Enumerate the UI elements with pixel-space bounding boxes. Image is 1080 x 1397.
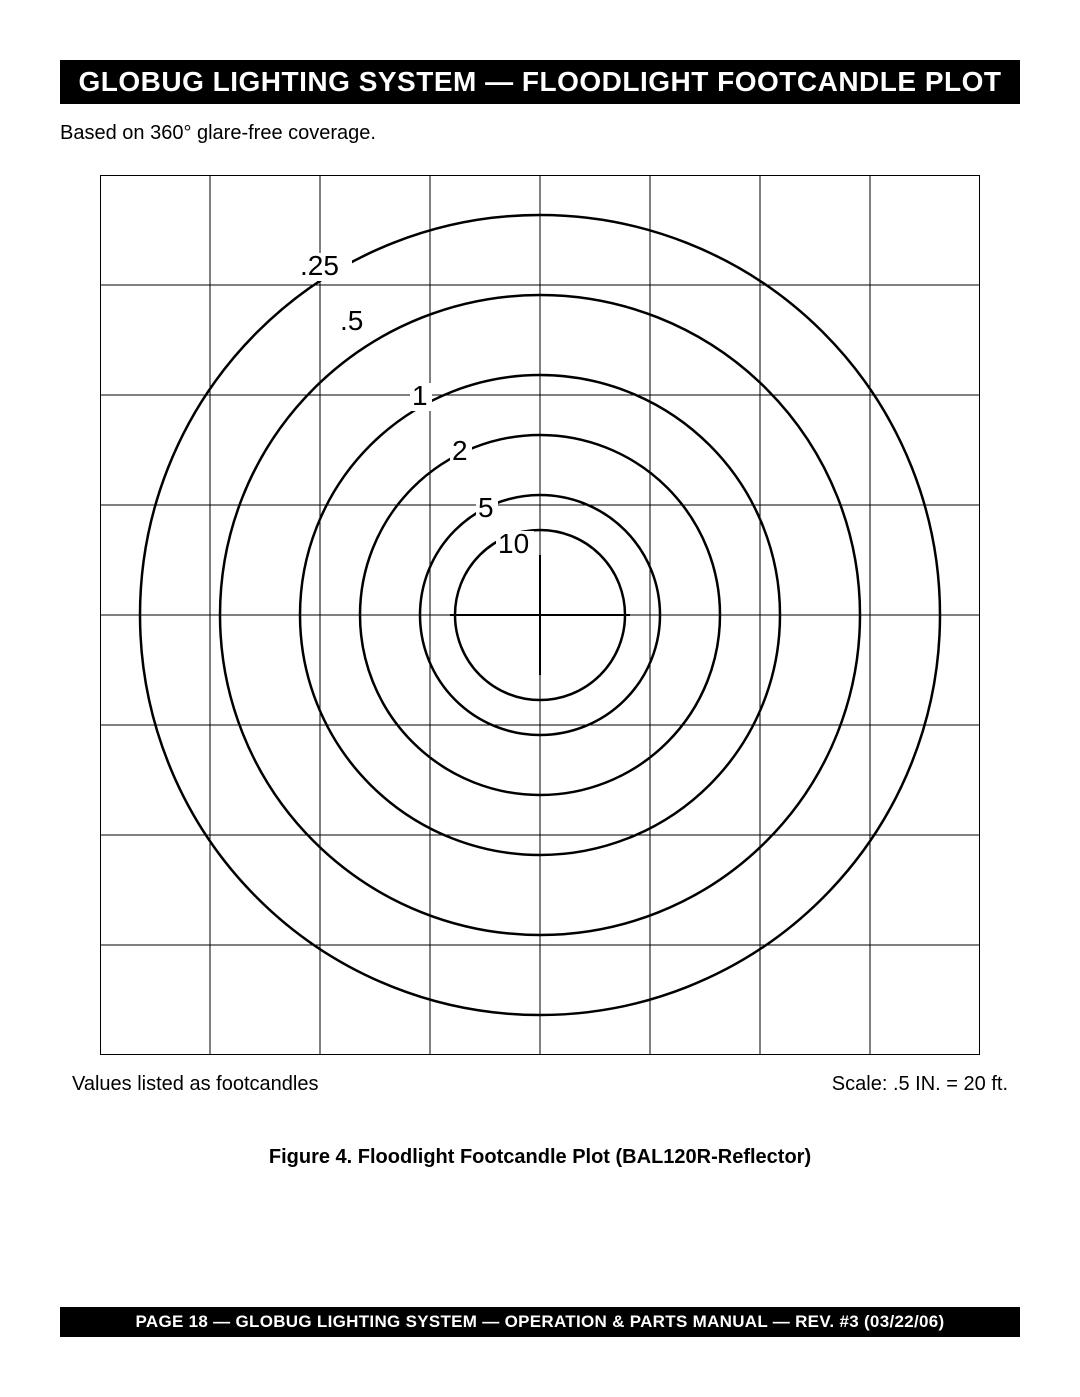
page-content: GLOBUG LIGHTING SYSTEM — FLOODLIGHT FOOT… — [0, 0, 1080, 1169]
svg-text:5: 5 — [478, 492, 494, 523]
page-footer-bar: PAGE 18 — GLOBUG LIGHTING SYSTEM — OPERA… — [60, 1307, 1020, 1337]
page-title: GLOBUG LIGHTING SYSTEM — FLOODLIGHT FOOT… — [78, 66, 1001, 97]
caption-scale: Scale: .5 IN. = 20 ft. — [832, 1073, 1008, 1096]
footer-text: PAGE 18 — GLOBUG LIGHTING SYSTEM — OPERA… — [136, 1312, 945, 1331]
plot-container: 10521 .5.25 Values listed as footcandles … — [60, 175, 1020, 1096]
subtitle-text: Based on 360° glare-free coverage. — [60, 122, 1020, 145]
plot-captions: Values listed as footcandles Scale: .5 I… — [60, 1073, 1020, 1096]
page-title-bar: GLOBUG LIGHTING SYSTEM — FLOODLIGHT FOOT… — [60, 60, 1020, 104]
svg-text:.5: .5 — [340, 305, 363, 336]
caption-values: Values listed as footcandles — [72, 1073, 318, 1096]
figure-caption: Figure 4. Floodlight Footcandle Plot (BA… — [60, 1146, 1020, 1169]
footcandle-plot: 10521 .5.25 — [100, 175, 980, 1055]
svg-text:.25: .25 — [300, 250, 339, 281]
svg-text:1: 1 — [412, 380, 428, 411]
svg-text:10: 10 — [498, 528, 529, 559]
svg-text:2: 2 — [452, 435, 468, 466]
